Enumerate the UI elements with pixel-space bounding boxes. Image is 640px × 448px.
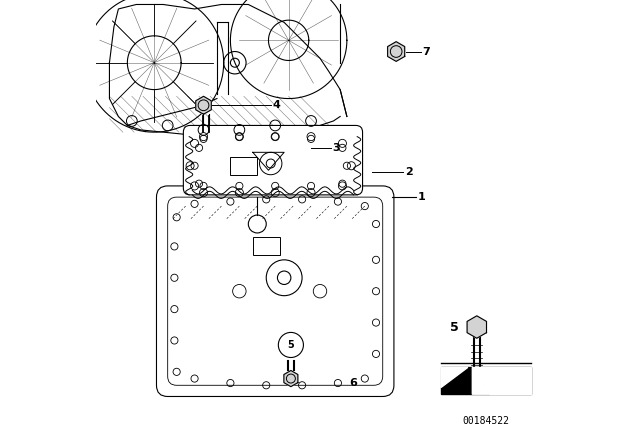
- Text: 7: 7: [422, 47, 430, 56]
- Text: 5: 5: [287, 340, 294, 350]
- Polygon shape: [441, 367, 468, 388]
- Polygon shape: [467, 316, 486, 338]
- Text: 6: 6: [349, 378, 357, 388]
- Text: 5: 5: [450, 320, 459, 334]
- Polygon shape: [441, 367, 531, 394]
- Bar: [253, 237, 280, 255]
- Polygon shape: [388, 42, 404, 61]
- FancyBboxPatch shape: [184, 125, 362, 195]
- Bar: [230, 157, 257, 175]
- Text: 1: 1: [418, 192, 426, 202]
- Text: 3: 3: [333, 143, 340, 153]
- Text: 4: 4: [273, 100, 281, 110]
- FancyBboxPatch shape: [157, 186, 394, 396]
- Polygon shape: [196, 96, 211, 114]
- Polygon shape: [472, 367, 490, 394]
- Polygon shape: [284, 370, 298, 387]
- Text: 00184522: 00184522: [462, 416, 509, 426]
- Text: 2: 2: [405, 168, 413, 177]
- Polygon shape: [472, 367, 531, 394]
